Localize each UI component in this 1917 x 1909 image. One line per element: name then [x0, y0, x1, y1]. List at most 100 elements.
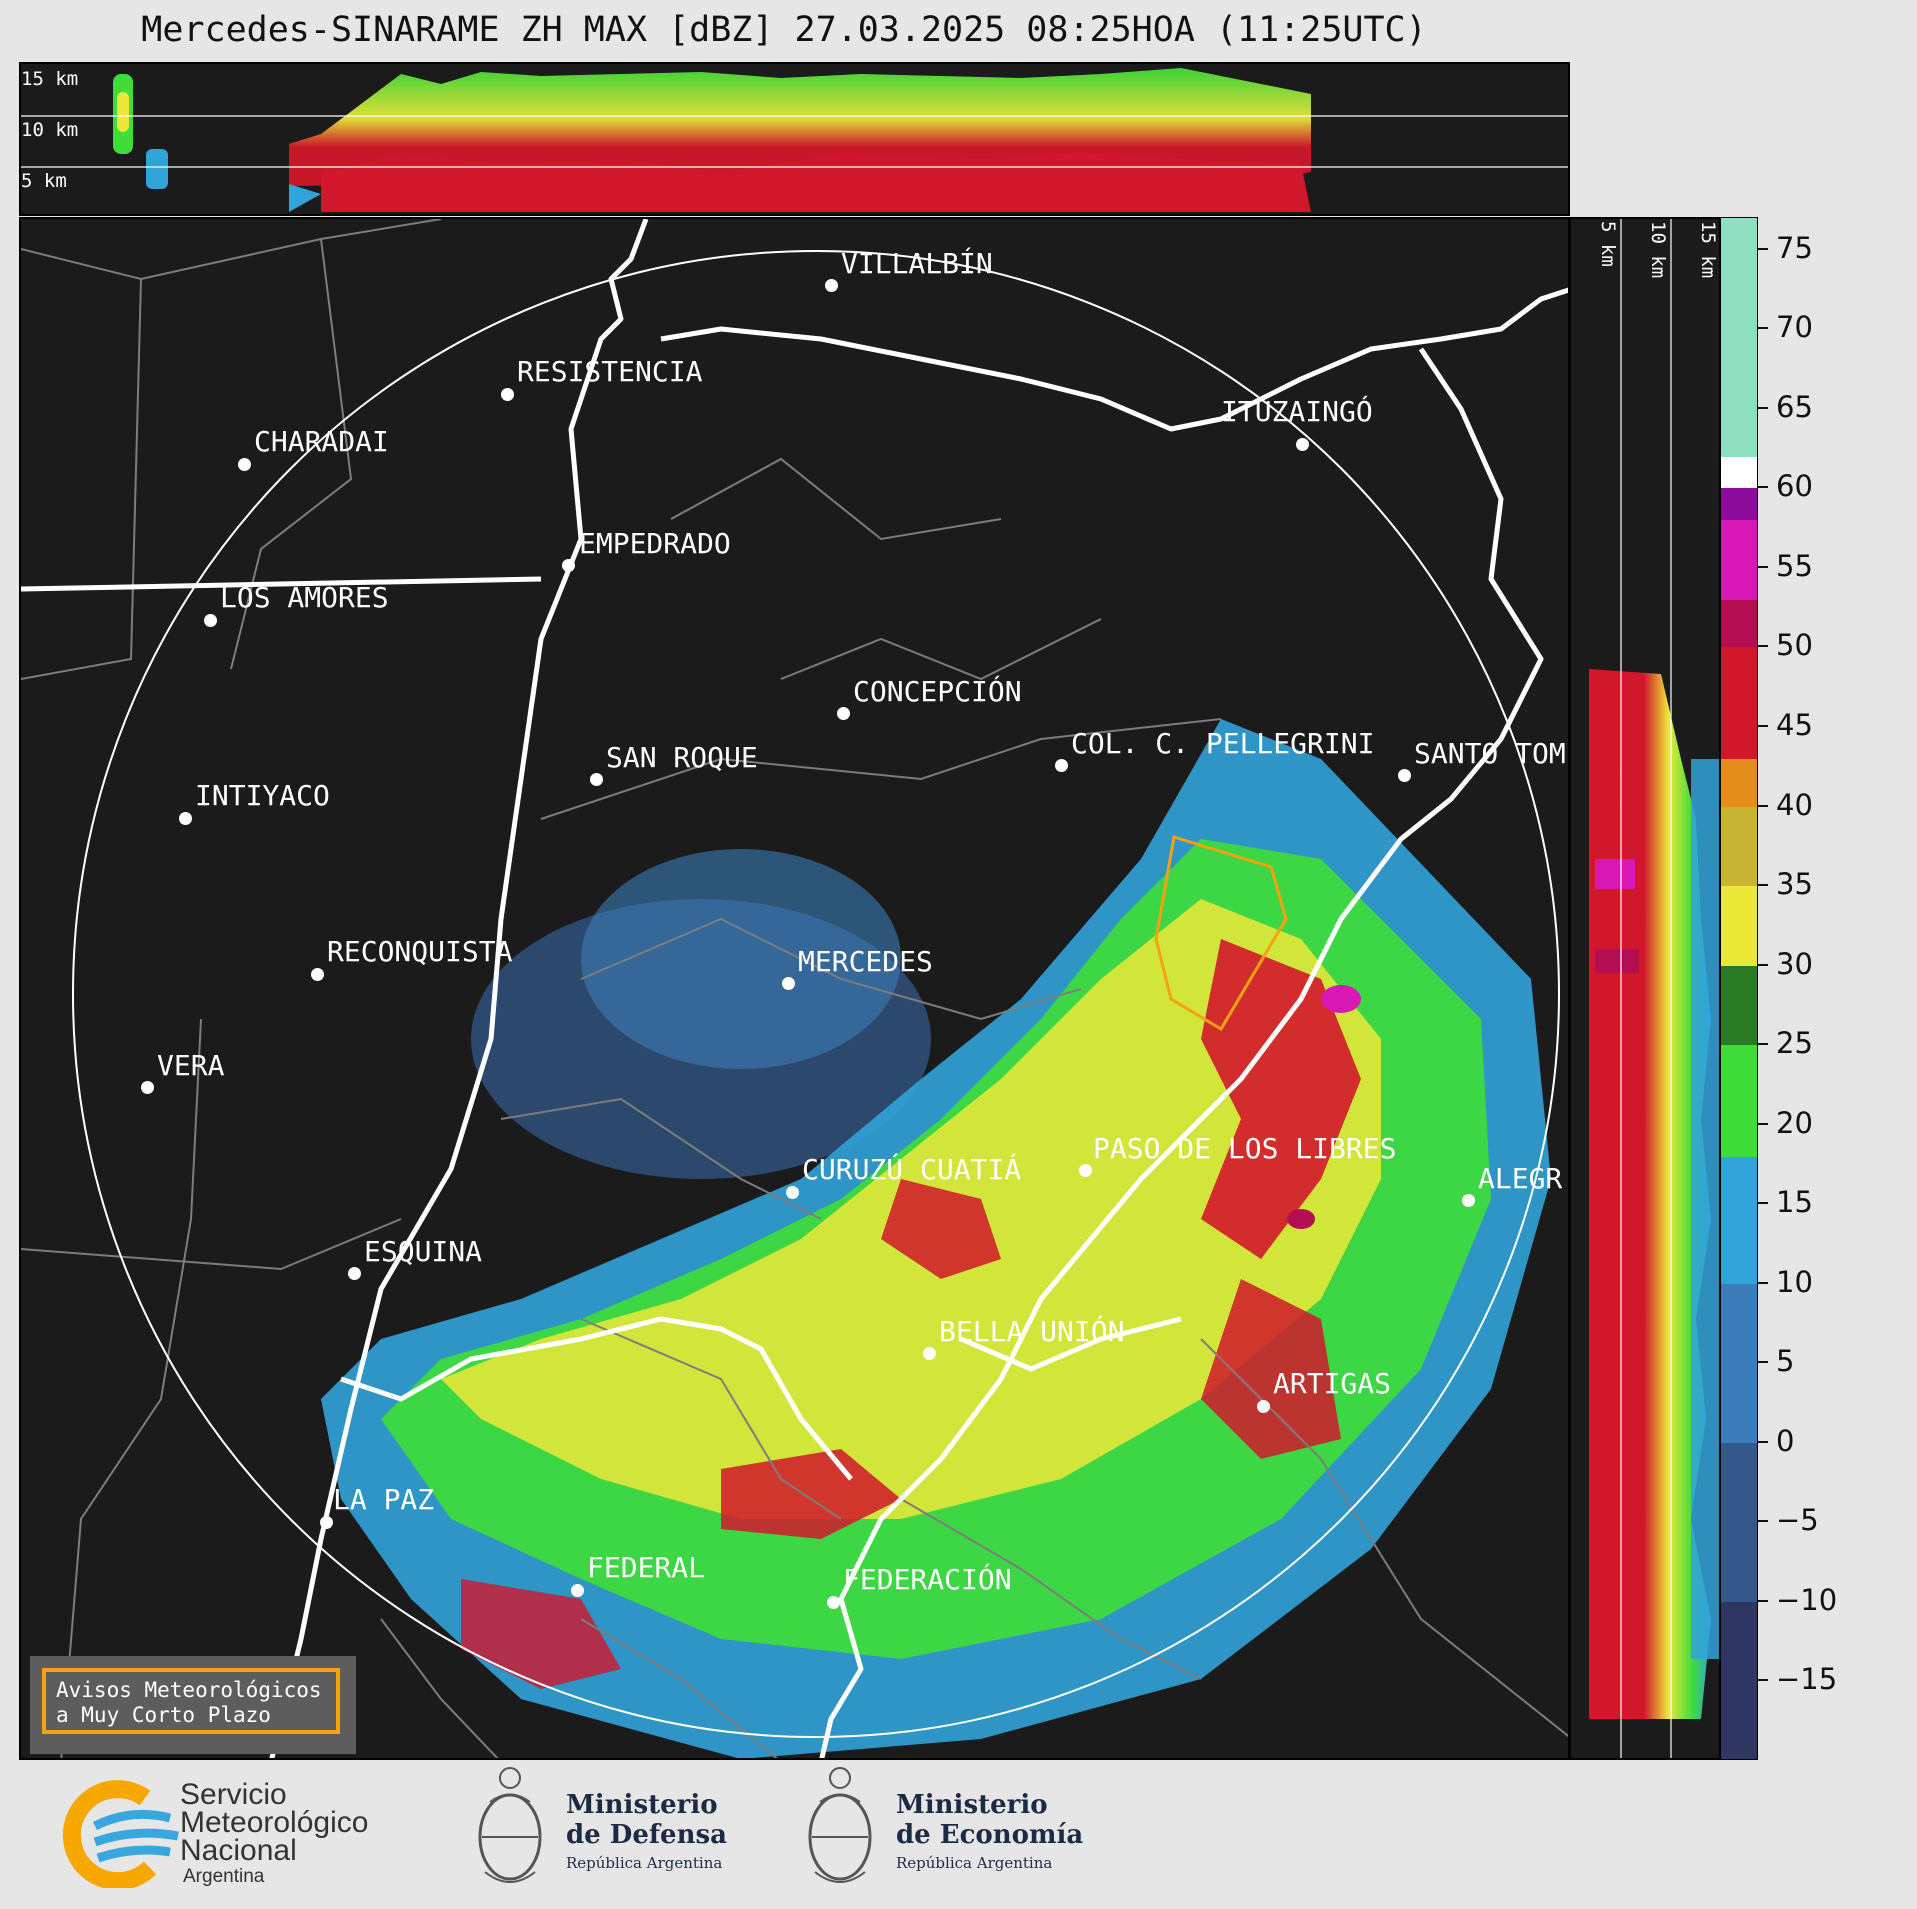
- colorbar-tick-9: [1758, 963, 1768, 966]
- city-dot-mercedes: [782, 977, 795, 990]
- defensa-line-2: de Defensa: [566, 1820, 727, 1850]
- side-height-label-5km: 5 km: [1597, 221, 1619, 267]
- city-dot-concepcion: [837, 707, 850, 720]
- radar-map-graphic: [21, 219, 1568, 1758]
- colorbar-tick-8: [1758, 884, 1768, 887]
- smn-line-1: Servicio: [180, 1778, 287, 1811]
- city-dot-ituzaingo: [1296, 438, 1309, 451]
- colorbar-band-8: [1721, 758, 1757, 807]
- warning-notice-box[interactable]: Avisos Meteorológicos a Muy Corto Plazo: [30, 1656, 356, 1754]
- ministerio-economia-logo: Ministerio de Economía República Argenti…: [800, 1762, 1100, 1902]
- city-dot-santo-tome: [1398, 769, 1411, 782]
- city-dot-empedrado: [562, 559, 575, 572]
- colorbar-band-4: [1721, 1045, 1757, 1157]
- economia-line-2: de Economía: [896, 1820, 1084, 1850]
- colorbar-tick-label-3: 60: [1776, 469, 1813, 504]
- colorbar-tick-6: [1758, 725, 1768, 728]
- side-profile-graphic: [1589, 219, 1719, 1758]
- city-label-esquina: ESQUINA: [364, 1235, 483, 1268]
- city-dot-resistencia: [501, 388, 514, 401]
- city-label-resistencia: RESISTENCIA: [517, 355, 703, 388]
- colorbar-tick-label-7: 40: [1776, 787, 1813, 822]
- colorbar-tick-10: [1758, 1043, 1768, 1046]
- city-label-la-paz: LA PAZ: [333, 1483, 435, 1516]
- colorbar-tick-label-6: 45: [1776, 708, 1813, 743]
- colorbar-tick-14: [1758, 1361, 1768, 1364]
- colorbar-tick-7: [1758, 804, 1768, 807]
- city-label-federacion: FEDERACIÓN: [843, 1563, 1012, 1596]
- colorbar-tick-label-2: 65: [1776, 389, 1813, 424]
- city-dot-col-pellegrini: [1055, 759, 1068, 772]
- colorbar-tick-label-0: 75: [1776, 230, 1813, 265]
- colorbar-band-10: [1721, 599, 1757, 648]
- colorbar-band-3: [1721, 1156, 1757, 1284]
- smn-line-2: Meteorológico: [180, 1806, 369, 1839]
- city-label-concepcion: CONCEPCIÓN: [853, 675, 1022, 708]
- side-vertical-profile-panel: 5 km 10 km 15 km: [1569, 217, 1721, 1760]
- height-label-15km: 15 km: [21, 68, 79, 90]
- colorbar-tick-label-13: 10: [1776, 1264, 1813, 1299]
- city-label-reconquista: RECONQUISTA: [327, 935, 513, 968]
- notice-line-1: Avisos Meteorológicos: [56, 1678, 322, 1702]
- height-label-5km: 5 km: [21, 170, 67, 192]
- dbz-colorbar: [1720, 217, 1758, 1760]
- colorbar-tick-label-8: 35: [1776, 867, 1813, 902]
- colorbar-band-2: [1721, 1283, 1757, 1443]
- city-label-alegrete: ALEGR: [1478, 1162, 1563, 1195]
- height-label-10km: 10 km: [21, 119, 79, 141]
- colorbar-tick-3: [1758, 486, 1768, 489]
- colorbar-tick-11: [1758, 1122, 1768, 1125]
- city-dot-san-roque: [590, 773, 603, 786]
- city-dot-la-paz: [320, 1516, 333, 1529]
- colorbar-tick-15: [1758, 1440, 1768, 1443]
- side-height-label-10km: 10 km: [1647, 221, 1669, 279]
- city-label-curuzu-cuatia: CURUZÚ CUATIÁ: [802, 1153, 1022, 1186]
- notice-line-2: a Muy Corto Plazo: [56, 1703, 271, 1727]
- city-dot-federal: [571, 1584, 584, 1597]
- colorbar-tick-18: [1758, 1679, 1768, 1682]
- colorbar-band-0: [1721, 1601, 1757, 1759]
- colorbar-tick-label-16: −5: [1776, 1503, 1819, 1538]
- city-label-santo-tome: SANTO TOM: [1414, 737, 1566, 770]
- city-label-los-amores: LOS AMORES: [220, 581, 389, 614]
- argentina-coat-of-arms-icon: [478, 1767, 542, 1883]
- radar-map-panel: VILLALBÍN RESISTENCIA CHARADAI ITUZAINGÓ…: [19, 217, 1570, 1760]
- colorbar-tick-5: [1758, 645, 1768, 648]
- colorbar-tick-label-1: 70: [1776, 310, 1813, 345]
- city-label-ituzaingo: ITUZAINGÓ: [1221, 395, 1373, 428]
- city-label-artigas: ARTIGAS: [1273, 1367, 1392, 1400]
- smn-line-3: Nacional: [180, 1834, 297, 1867]
- ministerio-defensa-logo: Ministerio de Defensa República Argentin…: [470, 1762, 750, 1902]
- smn-logo: Servicio Meteorológico Nacional Argentin…: [50, 1778, 420, 1888]
- city-label-vera: VERA: [157, 1049, 225, 1082]
- colorbar-tick-label-9: 30: [1776, 946, 1813, 981]
- top-profile-graphic: [21, 68, 1568, 212]
- side-height-label-15km: 15 km: [1697, 221, 1719, 279]
- colorbar-tick-4: [1758, 565, 1768, 568]
- city-label-san-roque: SAN ROQUE: [606, 741, 758, 774]
- smn-line-4: Argentina: [183, 1866, 265, 1887]
- colorbar-band-12: [1721, 488, 1757, 521]
- colorbar-tick-label-11: 20: [1776, 1105, 1813, 1140]
- colorbar-band-11: [1721, 520, 1757, 600]
- colorbar-band-13: [1721, 456, 1757, 489]
- colorbar-band-7: [1721, 806, 1757, 887]
- city-dot-paso-de-los-libres: [1079, 1164, 1092, 1177]
- colorbar-band-1: [1721, 1442, 1757, 1602]
- economia-line-1: Ministerio: [896, 1790, 1048, 1820]
- colorbar-band-5: [1721, 965, 1757, 1046]
- city-dot-charadai: [238, 458, 251, 471]
- city-label-intiyaco: INTIYACO: [195, 779, 330, 812]
- defensa-sub: República Argentina: [566, 1854, 723, 1872]
- top-vertical-profile-panel: 15 km 10 km 5 km: [19, 62, 1570, 216]
- city-dot-intiyaco: [179, 812, 192, 825]
- economia-sub: República Argentina: [896, 1854, 1053, 1872]
- colorbar-tick-label-15: 0: [1776, 1423, 1795, 1458]
- colorbar-band-6: [1721, 886, 1757, 966]
- city-label-villalbin: VILLALBÍN: [841, 247, 993, 280]
- city-dot-curuzu-cuatia: [786, 1186, 799, 1199]
- city-label-paso-de-los-libres: PASO DE LOS LIBRES: [1093, 1132, 1397, 1165]
- colorbar-band-14: [1721, 218, 1757, 457]
- city-dot-artigas: [1257, 1400, 1270, 1413]
- colorbar-tick-13: [1758, 1281, 1768, 1284]
